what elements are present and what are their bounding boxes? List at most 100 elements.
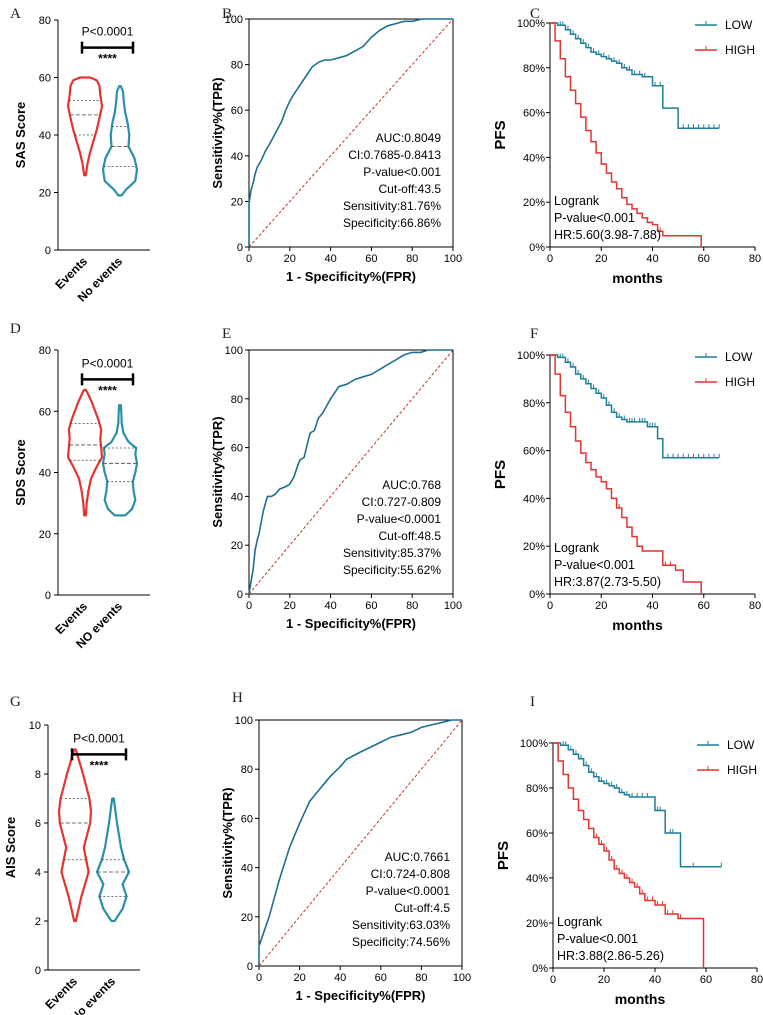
panel-letter: D xyxy=(10,321,21,337)
roc-annotation: Sensitivity:81.76% xyxy=(343,199,441,213)
x-tick-label: 0 xyxy=(246,253,252,265)
roc-annotation: Cut-off:43.5 xyxy=(379,182,442,196)
y-tick-label: 20% xyxy=(526,918,548,930)
y-axis-label: PFS xyxy=(492,120,509,149)
panel-letter: A xyxy=(10,6,21,22)
y-tick-label: 40% xyxy=(526,873,548,885)
x-tick-label: 0 xyxy=(547,253,553,265)
y-tick-label: 20% xyxy=(523,541,545,553)
roc-annotation: Sensitivity:63.03% xyxy=(352,918,450,932)
y-tick-label: 40 xyxy=(231,491,243,503)
x-tick-label: 20 xyxy=(284,600,296,612)
x-axis-label: 1 - Specificity%(FPR) xyxy=(295,988,425,1003)
roc-annotation: P-value<0.0001 xyxy=(366,884,451,898)
y-tick-label: 40% xyxy=(523,493,545,505)
x-tick-label: 80 xyxy=(749,253,761,265)
y-tick-label: 80% xyxy=(523,398,545,410)
x-tick-label: 0 xyxy=(256,972,262,984)
panel-letter: F xyxy=(530,326,538,342)
y-tick-label: 80 xyxy=(231,394,243,406)
violin-events xyxy=(66,76,104,177)
x-tick-label: 60 xyxy=(375,972,387,984)
x-tick-label: 40 xyxy=(646,253,658,265)
roc-curve xyxy=(248,349,453,595)
roc-curve xyxy=(248,18,453,247)
y-tick-label: 60 xyxy=(231,443,243,455)
roc-annotation: CI:0.7685-0.8413 xyxy=(348,148,441,162)
y-tick-label: 40 xyxy=(39,130,51,142)
significance-stars: **** xyxy=(98,52,117,66)
x-tick-label: 100 xyxy=(453,972,471,984)
y-tick-label: 80% xyxy=(526,783,548,795)
y-tick-label: 80 xyxy=(39,15,51,27)
panel-letter: G xyxy=(10,694,21,710)
x-tick-label: 80 xyxy=(415,972,427,984)
y-tick-label: 0 xyxy=(237,589,243,601)
panel-letter: E xyxy=(222,326,231,342)
y-tick-label: 100% xyxy=(517,18,545,30)
km-annotation: Logrank xyxy=(554,194,600,208)
y-tick-label: 20 xyxy=(241,912,253,924)
y-axis-label: SDS Score xyxy=(13,439,28,505)
km-annotation: P-value<0.001 xyxy=(554,211,635,225)
x-tick-label: 0 xyxy=(550,974,556,986)
y-tick-label: 80 xyxy=(39,345,51,357)
x-tick-label: 20 xyxy=(595,253,607,265)
x-axis-label: 1 - Specificity%(FPR) xyxy=(286,616,416,631)
x-tick-label: 20 xyxy=(595,600,607,612)
x-tick-label: 60 xyxy=(365,600,377,612)
x-tick-label: 40 xyxy=(646,600,658,612)
x-axis-label: months xyxy=(612,617,663,633)
roc-annotation: AUC:0.7661 xyxy=(385,850,451,864)
y-tick-label: 100% xyxy=(517,350,545,362)
x-axis-label: months xyxy=(612,270,663,286)
p-value-label: P<0.0001 xyxy=(82,25,134,39)
y-tick-label: 60 xyxy=(39,73,51,85)
significance-stars: **** xyxy=(90,758,109,772)
violin-events xyxy=(57,748,93,923)
y-tick-label: 0% xyxy=(529,242,545,254)
y-tick-label: 60% xyxy=(526,828,548,840)
x-category-label: Events xyxy=(42,974,80,1012)
panel-letter: I xyxy=(530,694,535,710)
y-tick-label: 100% xyxy=(520,738,548,750)
y-tick-label: 20 xyxy=(39,529,51,541)
y-tick-label: 0 xyxy=(237,242,243,254)
legend-label: LOW xyxy=(725,18,753,32)
km-annotation: P-value<0.001 xyxy=(557,932,638,946)
km-annotation: Logrank xyxy=(557,915,603,929)
km-annotation: HR:3.87(2.73-5.50) xyxy=(554,575,661,589)
y-tick-label: 0 xyxy=(45,245,51,257)
y-tick-label: 40 xyxy=(241,863,253,875)
y-tick-label: 8 xyxy=(35,769,41,781)
y-tick-label: 80 xyxy=(231,60,243,72)
panel-letter: C xyxy=(530,6,540,22)
roc-annotation: P-value<0.001 xyxy=(363,165,441,179)
km-curve-high xyxy=(550,22,702,247)
y-tick-label: 20 xyxy=(231,540,243,552)
x-tick-label: 20 xyxy=(598,974,610,986)
panel-letter: B xyxy=(222,6,232,22)
roc-annotation: Specificity:55.62% xyxy=(343,563,441,577)
x-tick-label: 80 xyxy=(406,600,418,612)
x-tick-label: 100 xyxy=(444,600,462,612)
x-tick-label: 40 xyxy=(334,972,346,984)
y-tick-label: 40 xyxy=(231,151,243,163)
legend-label: HIGH xyxy=(725,375,755,389)
km-annotation: Logrank xyxy=(554,541,600,555)
y-tick-label: 0 xyxy=(247,961,253,973)
y-tick-label: 6 xyxy=(35,818,41,830)
violin-no-events xyxy=(101,404,139,517)
x-tick-label: 20 xyxy=(293,972,305,984)
y-tick-label: 0 xyxy=(45,590,51,602)
y-tick-label: 0% xyxy=(529,589,545,601)
x-tick-label: 60 xyxy=(698,600,710,612)
y-axis-label: Sensitivity%(TPR) xyxy=(210,416,225,527)
roc-annotation: Specificity:66.86% xyxy=(343,216,441,230)
legend-label: LOW xyxy=(727,738,755,752)
y-tick-label: 20% xyxy=(523,197,545,209)
roc-annotation: Sensitivity:85.37% xyxy=(343,546,441,560)
y-tick-label: 80% xyxy=(523,63,545,75)
x-tick-label: 80 xyxy=(751,974,763,986)
